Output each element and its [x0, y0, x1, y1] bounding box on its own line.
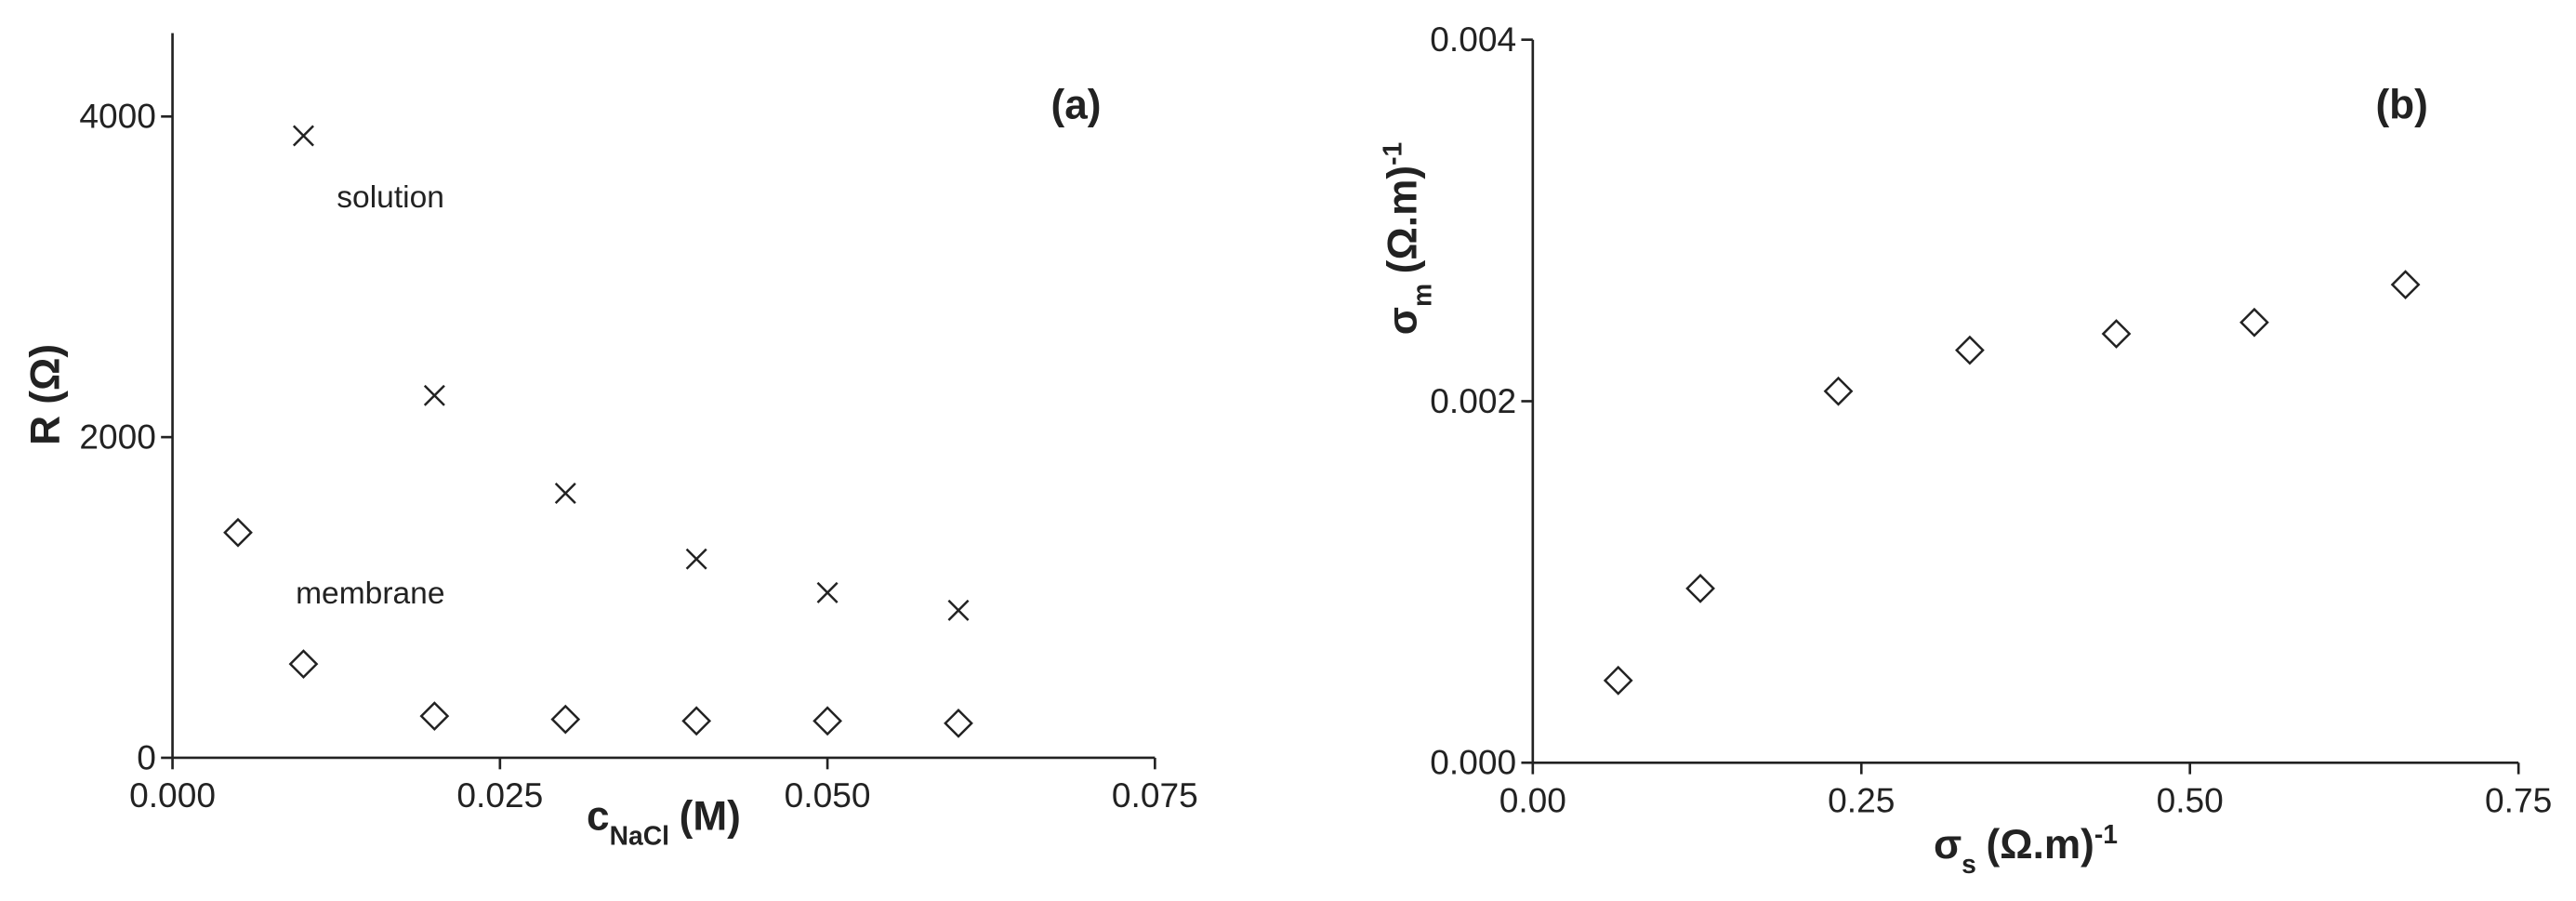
x-tick-label: 0.25 — [1828, 780, 1895, 819]
x-label: σs (Ω.m)-1 — [1934, 819, 2118, 879]
annotation: solution — [337, 180, 444, 215]
y-tick-label: 0.000 — [1430, 743, 1516, 782]
annotation: membrane — [296, 576, 444, 611]
y-tick-label: 0 — [137, 737, 156, 776]
point — [419, 701, 450, 732]
point — [288, 649, 319, 679]
y-tick-label: 0.002 — [1430, 381, 1516, 420]
chart-title: (a) — [1051, 83, 1102, 128]
label-sub: NaCl — [610, 821, 669, 851]
point — [812, 706, 842, 736]
point — [554, 482, 576, 504]
point — [423, 384, 445, 406]
label-text: c — [587, 794, 610, 840]
point — [1955, 335, 1985, 365]
label-text: R (Ω) — [23, 344, 69, 445]
label-sup: -1 — [1377, 142, 1407, 166]
plot: 0.000 0.025 0.050 0.075 0 2000 4000 (a) solution… — [23, 33, 1198, 851]
point — [1823, 376, 1854, 406]
label-sup: -1 — [2094, 819, 2118, 849]
label-unit: (M) — [680, 794, 741, 840]
x-tick-label: 0.075 — [1112, 775, 1198, 815]
point — [816, 581, 839, 603]
point — [292, 125, 314, 147]
y-tick-label: 4000 — [79, 97, 156, 136]
y-label: R (Ω) — [23, 344, 69, 445]
x-tick-label: 0.000 — [129, 775, 216, 815]
label-text: σ — [1380, 307, 1425, 335]
x-tick-label: 0.75 — [2485, 780, 2552, 819]
point — [550, 704, 581, 735]
point — [1685, 573, 1715, 603]
label-unit: (Ω.m) — [1986, 822, 2094, 868]
x-label: cNaCl (M) — [587, 794, 741, 851]
y-label: σm (Ω.m)-1 — [1377, 142, 1436, 335]
x-tick-label: 0.050 — [785, 775, 871, 815]
point — [2101, 319, 2132, 349]
label-sub: m — [1407, 284, 1436, 307]
point — [223, 517, 253, 548]
x-tick-label: 0.025 — [456, 775, 543, 815]
x-tick-label: 0.50 — [2157, 780, 2224, 819]
point — [685, 548, 707, 570]
label-sub: s — [1962, 849, 1976, 879]
point — [947, 599, 970, 621]
point — [2390, 270, 2421, 299]
y-tick-label: 2000 — [79, 417, 156, 456]
point — [2239, 307, 2269, 338]
label-unit: (Ω.m) — [1380, 166, 1425, 273]
point — [1603, 665, 1633, 696]
x-tick-label: 0.00 — [1499, 780, 1566, 819]
y-tick-label: 0.004 — [1430, 20, 1516, 59]
point — [681, 706, 712, 736]
chart-title: (b) — [2375, 83, 2427, 128]
point — [944, 709, 973, 738]
label-text: σ — [1934, 822, 1962, 868]
